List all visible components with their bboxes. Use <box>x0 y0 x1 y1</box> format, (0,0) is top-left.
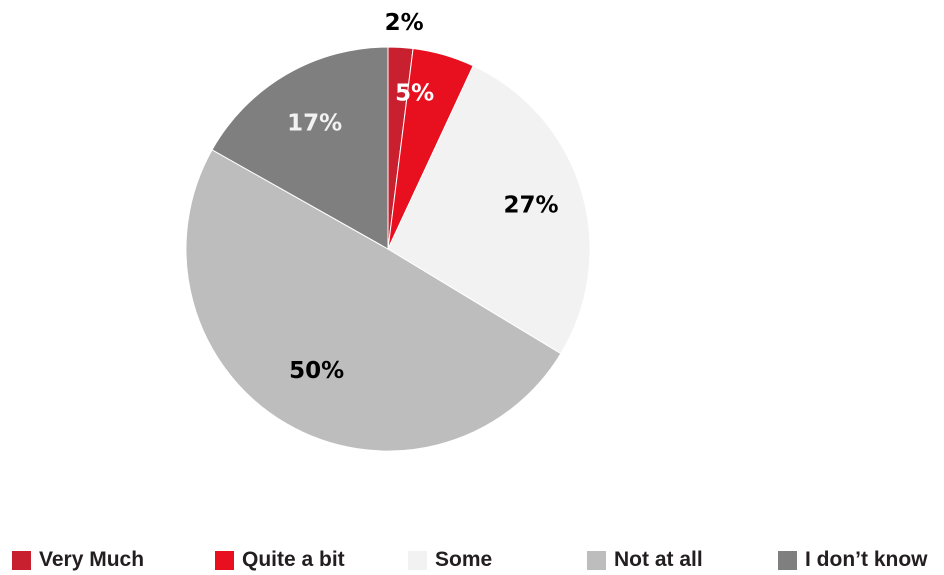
data-label-some: 27% <box>503 193 558 219</box>
legend-item-not-at-all: Not at all <box>587 548 703 572</box>
legend-item-some: Some <box>408 548 492 572</box>
legend-label-quite-a-bit: Quite a bit <box>242 548 345 571</box>
pie-slice-some <box>387 65 591 355</box>
legend-swatch-some <box>408 550 427 570</box>
legend-label-not-at-all: Not at all <box>614 548 703 571</box>
pie-slice-not-at-all <box>185 149 562 452</box>
legend-item-very-much: Very Much <box>12 548 144 572</box>
data-label-not-at-all: 50% <box>289 358 344 384</box>
legend-label-some: Some <box>435 548 493 571</box>
legend-label-very-much: Very Much <box>39 548 145 571</box>
legend-swatch-i-dont-know <box>778 550 797 570</box>
pie-plot: 2% 5% 27% 50% 17% <box>185 10 591 452</box>
legend-item-quite-a-bit: Quite a bit <box>215 548 345 572</box>
legend-swatch-very-much <box>12 550 31 570</box>
data-label-i-don-t-know: 17% <box>287 110 342 136</box>
legend: Very Much Quite a bit Some Not at all I … <box>12 548 942 572</box>
legend-label-i-dont-know: I don’t know <box>805 548 928 571</box>
legend-swatch-not-at-all <box>587 550 606 570</box>
data-label-very-much: 2% <box>385 10 424 36</box>
legend-swatch-quite-a-bit <box>215 550 234 570</box>
data-label-quite-a-bit: 5% <box>395 81 434 107</box>
legend-item-i-dont-know: I don’t know <box>778 548 927 572</box>
pie-slice-i-don-t-know <box>211 46 389 250</box>
